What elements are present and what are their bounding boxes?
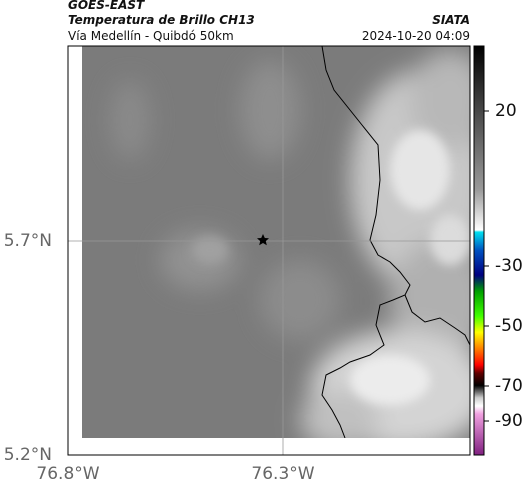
colorbar-label: -90 xyxy=(495,411,523,431)
route: Vía Medellín - Quibdó 50km xyxy=(68,29,234,43)
colorbar-label: 20 xyxy=(495,101,517,121)
lon-label: 76.3°W xyxy=(251,464,314,484)
lat-label: 5.2°N xyxy=(4,445,52,465)
title: GOES-EAST xyxy=(68,0,145,12)
lat-label: 5.7°N xyxy=(4,231,52,251)
lon-label: 76.8°W xyxy=(36,464,99,484)
colorbar-label: -50 xyxy=(495,316,523,336)
location-star xyxy=(257,234,269,246)
colorbar-label: -30 xyxy=(495,256,523,276)
subtitle: Temperatura de Brillo CH13 xyxy=(68,13,255,27)
colorbar-label: -70 xyxy=(495,376,523,396)
timestamp: 2024-10-20 04:09 xyxy=(362,29,470,43)
colorbar xyxy=(473,45,485,456)
satellite-image xyxy=(82,46,470,438)
source: SIATA xyxy=(432,13,470,27)
map-frame xyxy=(67,45,471,456)
